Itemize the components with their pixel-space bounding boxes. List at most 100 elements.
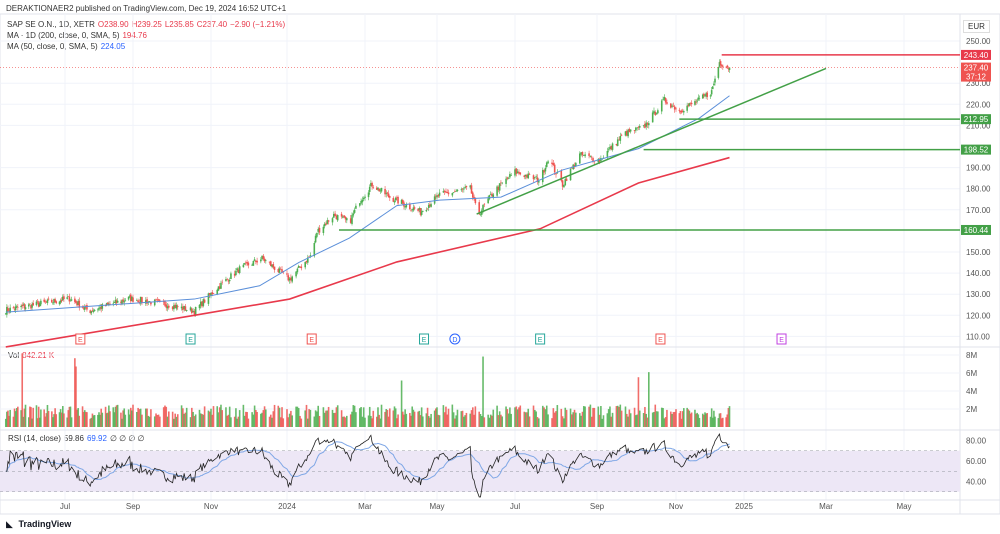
time-axis-label: 2025 [735, 502, 753, 511]
candle-body [589, 156, 592, 157]
candle-body [77, 301, 79, 305]
candle-body [131, 296, 133, 301]
volume-bar [322, 407, 325, 427]
candle [590, 155, 593, 161]
candle-body [194, 306, 197, 316]
candle [507, 176, 510, 180]
candle-body [535, 176, 537, 178]
candle-body [409, 203, 411, 210]
candle-body [37, 302, 40, 307]
time-axis-label: Nov [204, 502, 218, 511]
volume-bar [279, 417, 282, 427]
candle [625, 129, 628, 137]
earnings-marker[interactable]: E [185, 333, 196, 345]
volume-bar [400, 380, 403, 427]
volume-bar [360, 407, 362, 427]
candle [192, 308, 194, 313]
candle [442, 188, 445, 194]
earnings-marker[interactable]: E [419, 333, 430, 345]
time-axis-label: May [429, 502, 444, 511]
volume-bar [713, 410, 715, 427]
candle-body [192, 310, 194, 313]
candle [600, 155, 602, 162]
candle [662, 96, 664, 102]
volume-bar [430, 413, 432, 427]
candle-body [514, 169, 516, 176]
candle [37, 300, 40, 308]
candle-body [171, 306, 174, 310]
candle [218, 283, 221, 290]
candle-body [655, 113, 658, 115]
volume-bar [600, 406, 602, 427]
earnings-marker[interactable]: E [306, 333, 317, 345]
candle-body [361, 199, 364, 203]
candle-body [545, 162, 548, 167]
rsi-legend[interactable]: RSI (14, close) 59.86 69.92 ∅ ∅ ∅ ∅ [8, 434, 148, 443]
candle [627, 128, 629, 139]
volume-bar [32, 407, 34, 427]
candle-body [218, 286, 221, 289]
volume-bar [31, 418, 33, 427]
currency-button[interactable]: EUR [963, 20, 990, 33]
candle [555, 172, 557, 178]
volume-bar [122, 410, 124, 427]
candle-body [86, 304, 88, 310]
candle-body [59, 300, 62, 303]
candle-body [705, 93, 707, 97]
volume-bar [212, 406, 215, 427]
event-letter: E [658, 337, 663, 344]
earnings-marker[interactable]: E [75, 333, 86, 345]
volume-bar [15, 408, 18, 427]
candle [618, 136, 620, 141]
ohlc-low: L235.85 [164, 20, 194, 29]
candle [176, 304, 179, 311]
candle [506, 176, 509, 181]
volume-bar [144, 408, 147, 427]
candle [427, 203, 430, 212]
candle [333, 211, 335, 218]
volume-bar [101, 412, 104, 427]
tradingview-logo[interactable]: ◣ TradingView [6, 519, 72, 529]
volume-bar [592, 407, 594, 427]
volume-bar [396, 418, 398, 427]
candle-body [323, 223, 326, 227]
dividend-marker[interactable]: D [449, 333, 461, 345]
volume-bar [225, 407, 227, 427]
candle-body [651, 112, 654, 123]
candle-body [713, 83, 715, 86]
candle-body [547, 161, 549, 164]
volume-bar [412, 409, 415, 427]
candle-body [29, 303, 31, 305]
candle-body [397, 196, 399, 204]
candle-body [571, 167, 573, 169]
volume-bar [238, 410, 241, 427]
ma200-legend[interactable]: MA · 1D (200, close, 0, SMA, 5) 194.76 [7, 31, 150, 40]
symbol-name[interactable]: SAP SE O.N., 1D, XETR [7, 20, 95, 29]
candle-body [582, 155, 585, 156]
ma50-legend[interactable]: MA (50, close, 0, SMA, 5) 224.05 [7, 42, 128, 51]
volume-bar [443, 412, 446, 427]
volume-bar [679, 410, 682, 427]
volume-bar [565, 409, 568, 427]
candle-body [420, 211, 423, 215]
candle-body [515, 168, 518, 174]
candle [173, 302, 175, 312]
volume-bar [403, 414, 405, 427]
candle-body [211, 292, 214, 295]
candle-body [437, 195, 440, 197]
candle [74, 296, 76, 304]
volume-bar [487, 414, 489, 427]
candle [465, 185, 468, 190]
volume-bar [138, 409, 141, 427]
dividend-icon [449, 333, 461, 345]
candle-body [722, 65, 724, 67]
candle-body [662, 99, 664, 100]
candle [695, 99, 697, 105]
earnings-marker[interactable]: E [776, 333, 787, 345]
earnings-marker[interactable]: E [655, 333, 666, 345]
candle [722, 64, 724, 70]
volume-bar [245, 411, 247, 427]
earnings-marker[interactable]: E [535, 333, 546, 345]
